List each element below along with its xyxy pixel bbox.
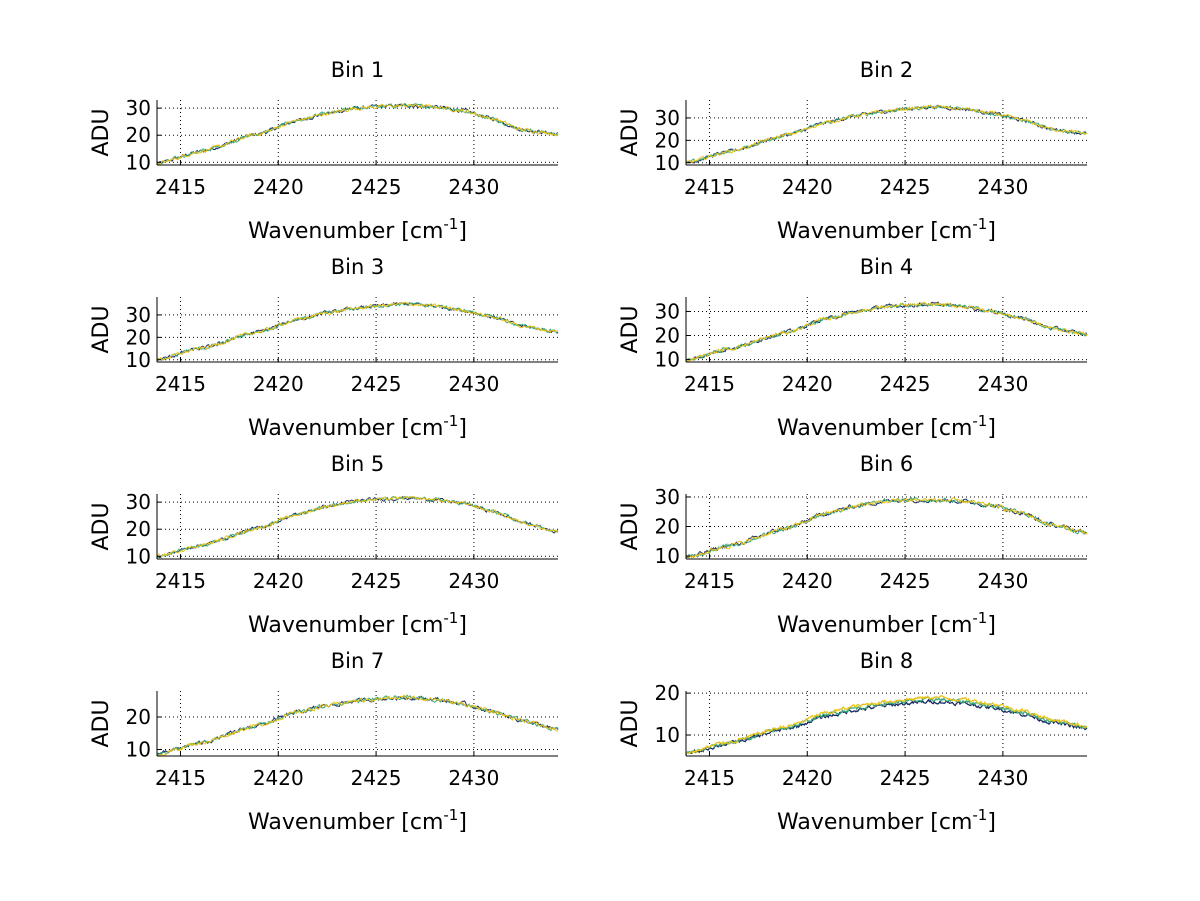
x-tick-label: 2430 [448, 766, 499, 790]
x-tick-label: 2430 [448, 372, 499, 396]
y-tick-label: 20 [126, 123, 151, 147]
panel-title: Bin 2 [860, 58, 914, 82]
y-axis-label: ADU [618, 699, 643, 747]
series-line-2 [156, 103, 559, 165]
panel-bin-6: 2415 2420 2425 2430 10 20 30 Bin 6 ADU Wavenumber… [618, 452, 1088, 638]
x-tick-label: 2430 [977, 372, 1028, 396]
x-tick-label: 2420 [253, 569, 304, 593]
y-tick-label: 10 [126, 738, 151, 762]
x-tick-label: 2425 [351, 175, 402, 199]
x-tick-label: 2430 [448, 569, 499, 593]
panel-bin-8: 2415 2420 2425 2430 10 20 Bin 8 ADU Wavenumber [… [618, 649, 1088, 835]
x-tick-label: 2420 [253, 766, 304, 790]
y-tick-label: 20 [655, 324, 680, 348]
y-axis-label: ADU [618, 108, 643, 156]
x-tick-label: 2430 [448, 175, 499, 199]
x-tick-label: 2425 [880, 766, 931, 790]
x-tick-label: 2420 [782, 569, 833, 593]
y-axis-label: ADU [89, 699, 114, 747]
y-axis-label: ADU [89, 305, 114, 353]
x-tick-label: 2425 [351, 569, 402, 593]
series-line-1 [686, 498, 1088, 559]
x-tick-label: 2420 [253, 372, 304, 396]
x-axis-label: Wavenumber [cm-1] [248, 609, 467, 638]
x-axis-label: Wavenumber [cm-1] [777, 215, 996, 244]
panel-title: Bin 4 [860, 255, 914, 279]
x-tick-label: 2420 [782, 175, 833, 199]
x-tick-label: 2425 [880, 372, 931, 396]
y-tick-label: 10 [655, 723, 680, 747]
x-tick-label: 2425 [880, 175, 931, 199]
x-tick-label: 2425 [880, 569, 931, 593]
y-tick-label: 30 [126, 490, 151, 514]
panel-title: Bin 7 [331, 649, 385, 673]
y-axis-label: ADU [89, 108, 114, 156]
x-tick-label: 2415 [684, 569, 735, 593]
y-tick-label: 10 [126, 150, 151, 174]
x-tick-label: 2420 [253, 175, 304, 199]
x-tick-label: 2415 [155, 766, 206, 790]
x-tick-label: 2415 [684, 175, 735, 199]
x-tick-label: 2430 [977, 569, 1028, 593]
x-axis-label: Wavenumber [cm-1] [248, 412, 467, 441]
panel-title: Bin 8 [860, 649, 914, 673]
y-tick-label: 30 [126, 96, 151, 120]
panel-title: Bin 5 [331, 452, 385, 476]
y-axis-label: ADU [618, 305, 643, 353]
panel-bin-5: 2415 2420 2425 2430 10 20 30 Bin 5 ADU Wavenumber… [89, 452, 559, 638]
panel-bin-7: 2415 2420 2425 2430 10 20 Bin 7 ADU Wavenumber [… [89, 649, 559, 835]
x-tick-label: 2425 [351, 372, 402, 396]
series-line-1 [685, 104, 1088, 164]
y-axis-label: ADU [618, 502, 643, 550]
x-tick-label: 2415 [155, 175, 206, 199]
series-line-3 [156, 301, 559, 361]
x-tick-label: 2415 [684, 372, 735, 396]
series-line-3 [157, 694, 559, 756]
y-tick-label: 20 [126, 517, 151, 541]
series-line-1 [685, 698, 1088, 755]
x-axis-label: Wavenumber [cm-1] [777, 609, 996, 638]
y-tick-label: 20 [655, 128, 680, 152]
panel-title: Bin 3 [331, 255, 385, 279]
x-axis-label: Wavenumber [cm-1] [777, 412, 996, 441]
y-tick-label: 30 [655, 299, 680, 323]
y-tick-label: 10 [655, 151, 680, 175]
x-tick-label: 2420 [782, 372, 833, 396]
y-tick-label: 30 [655, 106, 680, 130]
x-tick-label: 2415 [155, 569, 206, 593]
y-tick-label: 10 [126, 348, 151, 372]
x-tick-label: 2425 [351, 766, 402, 790]
y-tick-label: 20 [655, 515, 680, 539]
x-axis-label: Wavenumber [cm-1] [248, 806, 467, 835]
series-line-3 [685, 497, 1088, 559]
y-tick-label: 10 [655, 544, 680, 568]
x-tick-label: 2430 [977, 766, 1028, 790]
x-tick-label: 2420 [782, 766, 833, 790]
panel-title: Bin 6 [860, 452, 914, 476]
series-line-3 [685, 104, 1088, 164]
y-tick-label: 10 [655, 348, 680, 372]
y-tick-label: 20 [126, 325, 151, 349]
y-tick-label: 20 [126, 705, 151, 729]
series-line-3 [156, 103, 559, 166]
series-line-3 [685, 301, 1088, 362]
y-tick-label: 30 [126, 303, 151, 327]
x-tick-label: 2415 [684, 766, 735, 790]
y-tick-label: 10 [126, 544, 151, 568]
x-tick-label: 2430 [977, 175, 1028, 199]
x-axis-label: Wavenumber [cm-1] [777, 806, 996, 835]
panel-bin-1: 2415 2420 2425 2430 10 20 30 Bin 1 ADU Wavenumber… [89, 58, 559, 244]
x-axis-label: Wavenumber [cm-1] [248, 215, 467, 244]
panel-title: Bin 1 [331, 58, 385, 82]
series-line-3 [685, 694, 1088, 755]
y-tick-label: 30 [655, 485, 680, 509]
y-tick-label: 20 [655, 681, 680, 705]
x-tick-label: 2415 [155, 372, 206, 396]
y-axis-label: ADU [89, 502, 114, 550]
series-line-3 [156, 495, 559, 558]
